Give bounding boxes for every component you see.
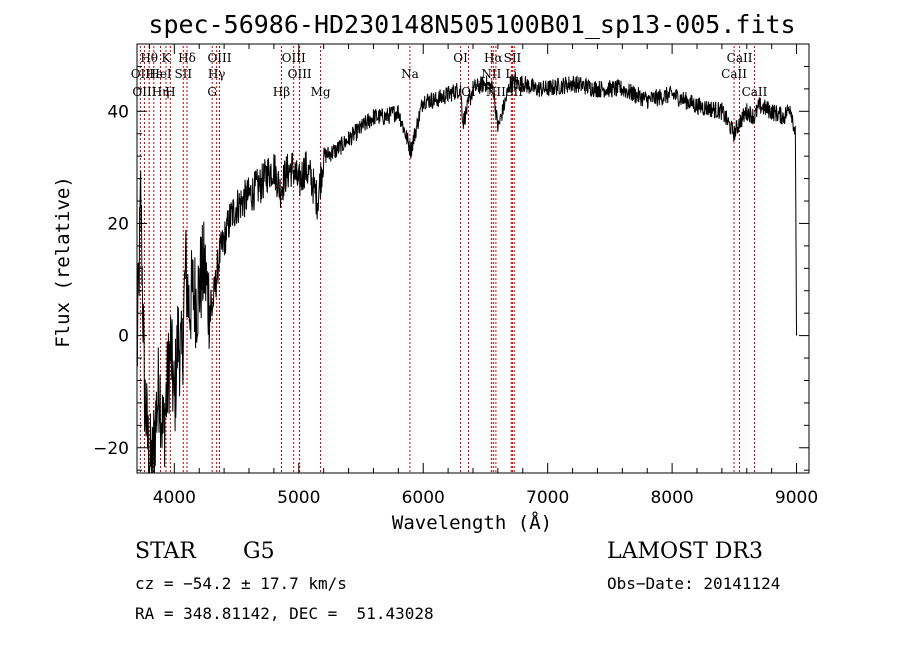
spectral-line-label: Hα xyxy=(484,51,503,65)
x-tick-label: 8000 xyxy=(650,488,693,508)
spectral-line-label: Hβ xyxy=(273,85,290,99)
y-tick-label: 40 xyxy=(107,102,129,122)
x-tick-label: 5000 xyxy=(277,488,320,508)
spectral-line-label: CaII xyxy=(727,51,753,65)
axis-ticks-layer: 4000 5000 6000 7000 8000 9000 −20 0 20 40 xyxy=(93,43,818,508)
spectral-line-label: H xyxy=(165,85,175,99)
spectral-line-label: Hγ xyxy=(208,67,226,81)
spectral-line-label: OIII xyxy=(207,51,231,65)
spectral-line-label: Hθ xyxy=(140,51,158,65)
spectral-line-label: Li xyxy=(505,67,517,81)
x-axis-label: Wavelength (Å) xyxy=(392,511,552,534)
spectral-line-label: SII xyxy=(504,51,522,65)
survey-name: LAMOST DR3 xyxy=(607,539,763,564)
y-axis-label: Flux (relative) xyxy=(52,176,74,348)
x-tick-label: 9000 xyxy=(775,488,818,508)
observation-date: Obs−Date: 20141124 xyxy=(607,574,781,593)
spectral-line-label: NII xyxy=(486,85,506,99)
spectral-line-label: Mg xyxy=(311,85,331,99)
spectral-line-label: HeI xyxy=(149,67,172,81)
chart-title: spec-56986-HD230148N505100B01_sp13-005.f… xyxy=(148,10,795,39)
object-subclass: G5 xyxy=(243,539,275,564)
spectral-line-label: OIII xyxy=(282,51,306,65)
coordinates-readout: RA = 348.81142, DEC = 51.43028 xyxy=(135,604,434,623)
spectral-line-label: OI xyxy=(453,51,468,65)
y-tick-label: −20 xyxy=(93,439,129,459)
spectral-line-label: OIII xyxy=(288,67,312,81)
spectral-line-label: Na xyxy=(401,67,419,81)
redshift-readout: cz = −54.2 ± 17.7 km/s xyxy=(135,574,347,593)
spectral-line-label: NII xyxy=(481,67,501,81)
spectral-line-label: K xyxy=(162,51,172,65)
x-tick-label: 4000 xyxy=(153,488,196,508)
spectral-line-label: G xyxy=(207,85,217,99)
spectral-line-label: Hη xyxy=(152,85,170,99)
spectral-line-label: CaII xyxy=(742,85,768,99)
spectral-line-label: CaII xyxy=(721,67,747,81)
spectral-lines-layer xyxy=(139,46,755,473)
spectrum-series-line xyxy=(136,75,798,474)
spectral-line-label: OII xyxy=(131,67,151,81)
x-tick-label: 6000 xyxy=(402,488,445,508)
spectral-line-label: Hδ xyxy=(178,51,196,65)
object-class: STAR xyxy=(135,539,196,564)
y-tick-label: 0 xyxy=(118,327,129,347)
spectral-line-label: SII xyxy=(174,67,192,81)
x-tick-label: 7000 xyxy=(526,488,569,508)
y-tick-label: 20 xyxy=(107,214,129,234)
spectral-line-label: Hε xyxy=(145,67,162,81)
